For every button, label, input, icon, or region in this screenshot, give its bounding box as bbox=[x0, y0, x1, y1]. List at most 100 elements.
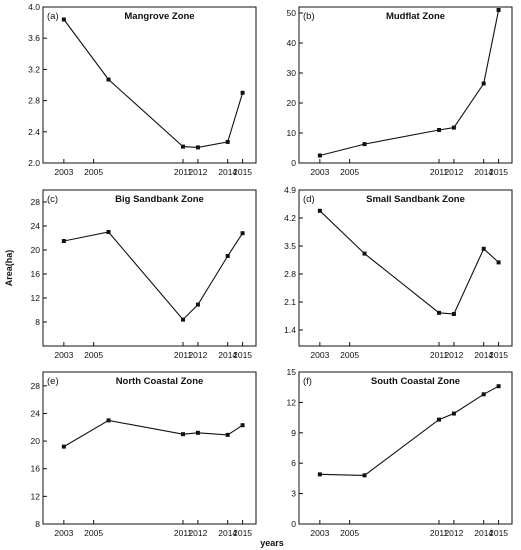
data-point bbox=[240, 90, 245, 95]
y-tick-label: 0 bbox=[291, 158, 296, 168]
y-tick-label: 28 bbox=[31, 197, 41, 207]
y-tick-label: 6 bbox=[291, 458, 296, 468]
data-point bbox=[225, 254, 230, 258]
data-point bbox=[451, 125, 456, 130]
y-tick-label: 12 bbox=[31, 293, 41, 303]
x-tick-label: 2015 bbox=[489, 167, 508, 177]
x-tick-label: 2005 bbox=[340, 167, 359, 177]
y-tick-label: 8 bbox=[35, 519, 40, 529]
y-tick-label: 3.5 bbox=[284, 241, 296, 251]
x-tick-label: 2014 bbox=[218, 528, 237, 538]
plot-frame bbox=[298, 6, 513, 164]
x-tick-label: 2015 bbox=[233, 167, 252, 177]
data-point bbox=[61, 239, 66, 243]
panel-title: North Coastal Zone bbox=[116, 376, 204, 387]
data-point bbox=[451, 411, 456, 416]
panel-title: Big Sandbank Zone bbox=[115, 194, 204, 205]
data-point bbox=[181, 432, 186, 437]
y-tick-label: 2.0 bbox=[28, 158, 40, 168]
data-point bbox=[362, 473, 367, 478]
data-point bbox=[437, 310, 442, 315]
panel-title: Small Sandbank Zone bbox=[366, 194, 465, 205]
y-tick-label: 12 bbox=[31, 491, 41, 501]
y-tick-label: 2.1 bbox=[284, 297, 296, 307]
data-point bbox=[362, 142, 367, 147]
data-point bbox=[181, 317, 186, 322]
data-point bbox=[106, 77, 111, 82]
y-tick-label: 10 bbox=[287, 128, 297, 138]
y-tick-label: 20 bbox=[31, 245, 41, 255]
panel-label: (b) bbox=[303, 11, 315, 22]
x-tick-label: 2011 bbox=[174, 167, 193, 177]
series-line bbox=[63, 419, 243, 448]
x-tick-label: 2005 bbox=[84, 167, 103, 177]
x-tick-label: 2014 bbox=[474, 167, 493, 177]
y-tick-label: 3.6 bbox=[28, 33, 40, 43]
x-tick-label: 2012 bbox=[444, 528, 463, 538]
y-tick-label: 3.2 bbox=[28, 64, 40, 74]
x-tick-label: 2012 bbox=[188, 350, 207, 360]
y-tick-label: 3 bbox=[291, 489, 296, 499]
x-tick-label: 2003 bbox=[54, 528, 73, 538]
data-point bbox=[106, 418, 111, 423]
data-point bbox=[106, 230, 111, 234]
x-tick-label: 2005 bbox=[340, 528, 359, 538]
plot-frame bbox=[42, 371, 257, 525]
y-tick-label: 8 bbox=[35, 317, 40, 327]
x-tick-label: 2015 bbox=[489, 528, 508, 538]
plot-frame bbox=[298, 189, 513, 347]
data-point bbox=[240, 423, 245, 428]
y-tick-label: 4.0 bbox=[28, 2, 40, 12]
x-tick-label: 2005 bbox=[340, 350, 359, 360]
panel-label: (f) bbox=[303, 376, 312, 387]
x-tick-label: 2015 bbox=[489, 350, 508, 360]
y-tick-label: 16 bbox=[31, 269, 41, 279]
data-point bbox=[225, 139, 230, 144]
panel-label: (c) bbox=[47, 194, 58, 205]
y-tick-label: 12 bbox=[287, 397, 297, 407]
panel-title: Mudflat Zone bbox=[386, 11, 445, 22]
x-axis-label: years bbox=[260, 538, 284, 548]
x-tick-label: 2011 bbox=[430, 350, 449, 360]
data-point bbox=[317, 472, 322, 477]
x-tick-label: 2014 bbox=[474, 350, 493, 360]
data-point bbox=[496, 8, 501, 12]
y-tick-label: 4.2 bbox=[284, 213, 296, 223]
data-point bbox=[317, 208, 322, 213]
series-line bbox=[319, 210, 499, 315]
panel-title: Mangrove Zone bbox=[124, 11, 194, 22]
panel-title: South Coastal Zone bbox=[371, 376, 460, 387]
y-tick-label: 1.4 bbox=[284, 325, 296, 335]
y-tick-label: 0 bbox=[291, 519, 296, 529]
x-tick-label: 2014 bbox=[218, 167, 237, 177]
data-point bbox=[496, 260, 501, 265]
y-tick-label: 2.8 bbox=[28, 96, 40, 106]
x-tick-label: 2012 bbox=[444, 167, 463, 177]
x-tick-label: 2015 bbox=[233, 528, 252, 538]
x-tick-label: 2014 bbox=[218, 350, 237, 360]
data-point bbox=[437, 417, 442, 422]
x-tick-label: 2011 bbox=[430, 528, 449, 538]
y-tick-label: 24 bbox=[31, 408, 41, 418]
series-line bbox=[63, 19, 244, 148]
data-point bbox=[225, 432, 230, 437]
y-tick-label: 30 bbox=[287, 68, 297, 78]
y-tick-label: 40 bbox=[287, 38, 297, 48]
y-axis-label: Area(ha) bbox=[4, 250, 14, 287]
x-tick-label: 2003 bbox=[310, 350, 329, 360]
data-point bbox=[195, 145, 200, 150]
data-point bbox=[481, 246, 486, 251]
series-line bbox=[319, 9, 500, 157]
x-tick-label: 2003 bbox=[54, 350, 73, 360]
data-point bbox=[181, 144, 186, 149]
data-point bbox=[451, 312, 456, 316]
plot-frame bbox=[298, 371, 513, 525]
y-tick-label: 28 bbox=[31, 381, 41, 391]
series-line bbox=[63, 231, 244, 321]
